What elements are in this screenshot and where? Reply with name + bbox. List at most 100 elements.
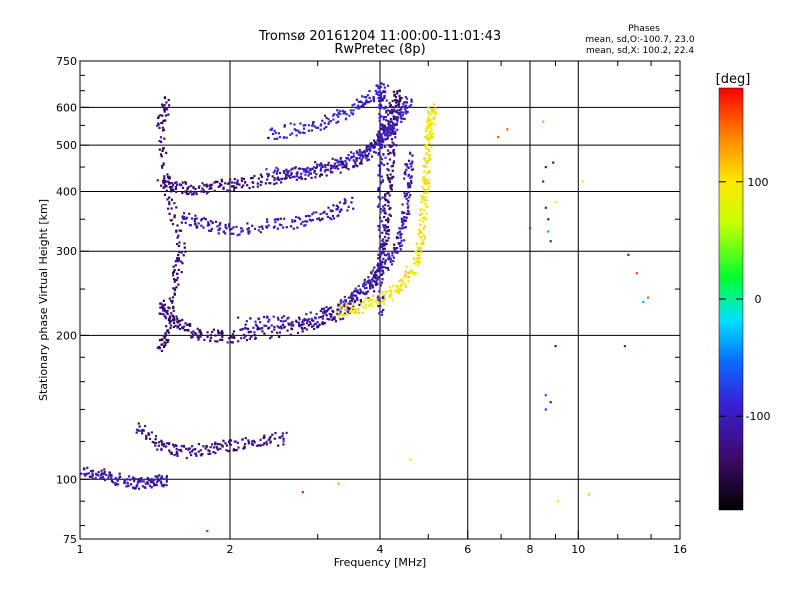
echo-point: [174, 444, 177, 447]
echo-point: [389, 291, 392, 294]
echo-point: [321, 164, 324, 167]
echo-point: [250, 335, 253, 338]
echo-point: [372, 98, 375, 101]
echo-point: [319, 173, 322, 176]
echo-point: [177, 244, 181, 248]
echo-point: [177, 234, 180, 237]
echo-point: [138, 429, 141, 432]
echo-point: [173, 269, 176, 272]
echo-point: [309, 172, 312, 175]
echo-point: [165, 325, 168, 328]
echo-point: [417, 246, 420, 249]
echo-point: [368, 279, 371, 282]
echo-point: [365, 96, 368, 99]
echo-point: [137, 479, 140, 483]
echo-point: [375, 299, 378, 302]
echo-point: [391, 144, 394, 148]
echo-point: [253, 174, 256, 178]
echo-point: [375, 277, 378, 280]
echo-point: [400, 239, 403, 242]
echo-point: [325, 125, 328, 129]
echo-point: [264, 182, 267, 185]
echo-point: [110, 474, 113, 477]
echo-point: [378, 99, 381, 103]
echo-point: [160, 121, 163, 125]
echo-point: [402, 220, 405, 223]
echo-point: [233, 335, 236, 338]
echo-point: [400, 232, 403, 236]
echo-point: [387, 113, 390, 116]
echo-point: [386, 221, 390, 224]
echo-point: [379, 182, 382, 185]
echo-point: [205, 185, 208, 188]
echo-point: [378, 137, 381, 140]
echo-point: [398, 231, 401, 234]
echo-point: [423, 199, 426, 202]
echo-point: [225, 449, 228, 452]
echo-point: [339, 318, 342, 321]
echo-point: [418, 231, 421, 235]
echo-point: [389, 207, 392, 210]
echo-point: [178, 183, 181, 186]
echo-point: [327, 118, 330, 121]
echo-point: [373, 274, 376, 277]
echo-point: [238, 233, 241, 236]
echo-point: [184, 322, 187, 325]
echo-point: [335, 208, 338, 211]
echo-point: [305, 318, 308, 322]
echo-point: [330, 218, 333, 221]
echo-point: [132, 476, 135, 479]
echo-point: [197, 338, 200, 341]
echo-point: [190, 184, 193, 187]
echo-point: [307, 318, 310, 321]
echo-point: [406, 212, 409, 216]
echo-point: [346, 312, 349, 315]
echo-point: [320, 162, 323, 165]
echo-point: [339, 209, 342, 212]
isolated-echo-point: [642, 300, 645, 304]
echo-point: [176, 258, 179, 261]
echo-point: [165, 338, 168, 341]
echo-point: [156, 179, 159, 182]
echo-point: [281, 323, 285, 326]
echo-point: [335, 204, 338, 207]
echo-point: [385, 111, 388, 114]
echo-point: [419, 223, 422, 226]
echo-point: [127, 484, 130, 487]
echo-point: [304, 215, 308, 218]
echo-point: [427, 116, 430, 119]
echo-point: [378, 203, 381, 206]
echo-point: [369, 287, 372, 290]
echo-point: [379, 104, 382, 107]
echo-point: [167, 207, 170, 210]
echo-point: [406, 202, 409, 205]
echo-point: [153, 478, 156, 481]
echo-point: [277, 218, 280, 221]
echo-point: [252, 181, 255, 184]
echo-point: [325, 116, 328, 119]
echo-point: [392, 90, 395, 93]
echo-point: [187, 185, 190, 188]
echo-point: [224, 226, 227, 229]
echo-point: [382, 242, 386, 246]
echo-point: [296, 226, 299, 229]
echo-point: [322, 314, 325, 318]
echo-point: [427, 181, 430, 184]
echo-point: [191, 336, 194, 339]
isolated-echo-point: [506, 128, 509, 131]
echo-point: [345, 302, 348, 305]
echo-point: [273, 218, 276, 221]
echo-point: [395, 101, 398, 104]
chart-title-line2: RwPretec (8p): [334, 42, 425, 57]
echo-point: [297, 167, 300, 170]
x-axis-label: Frequency [MHz]: [334, 556, 426, 569]
echo-point: [268, 437, 271, 440]
echo-point: [189, 190, 192, 193]
echo-point: [216, 447, 219, 450]
echo-point: [356, 165, 359, 168]
echo-point: [383, 261, 386, 264]
echo-point: [428, 148, 431, 151]
echo-point: [409, 270, 412, 274]
echo-point: [293, 220, 297, 223]
echo-point: [372, 276, 375, 279]
